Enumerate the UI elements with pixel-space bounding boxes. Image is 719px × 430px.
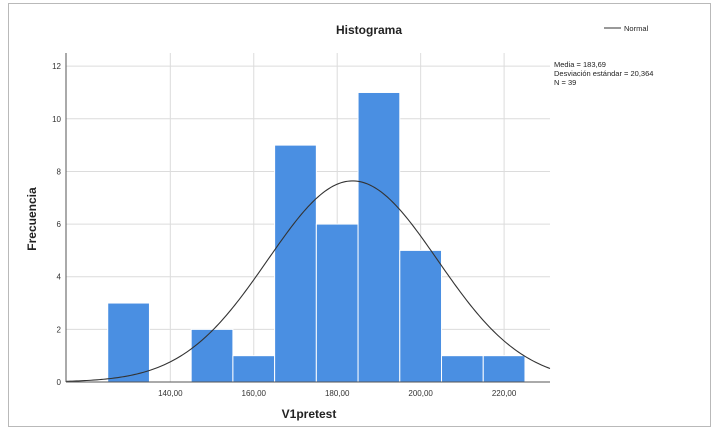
- x-tick-label: 180,00: [325, 389, 350, 398]
- histogram-bar: [107, 302, 150, 383]
- stat-n: N = 39: [554, 78, 576, 87]
- x-axis-label: V1pretest: [282, 407, 337, 421]
- histogram-bar: [274, 144, 317, 383]
- stat-mean: Media = 183,69: [554, 60, 606, 69]
- stat-sd: Desviación estándar = 20,364: [554, 69, 653, 78]
- chart-title: Histograma: [336, 23, 402, 37]
- histogram-bar: [399, 249, 443, 383]
- histogram-bar: [482, 355, 526, 383]
- y-tick-label: 6: [57, 220, 62, 229]
- chart-frame: 0 2 4 6 8 10 12 140,00 160,00 180,00 200,00 220,00 …: [8, 3, 711, 427]
- stats-box: Media = 183,69 Desviación estándar = 20,…: [554, 60, 653, 87]
- x-tick-label: 220,00: [492, 389, 517, 398]
- x-tick-label: 140,00: [158, 389, 183, 398]
- histogram-bar: [232, 355, 276, 383]
- x-tick-label: 200,00: [408, 389, 433, 398]
- tick-labels: 0 2 4 6 8 10 12 140,00 160,00 180,00 200,00 220,00: [52, 62, 517, 398]
- legend: Normal: [604, 24, 649, 33]
- y-tick-label: 8: [57, 167, 62, 176]
- histogram-bar: [315, 223, 359, 383]
- normal-curve: [65, 180, 551, 382]
- x-tick-label: 160,00: [242, 389, 267, 398]
- histogram-bar: [357, 91, 401, 383]
- histogram-bar: [441, 355, 484, 383]
- histogram-bar: [190, 328, 234, 383]
- bars: [107, 91, 526, 383]
- y-tick-label: 2: [57, 325, 62, 334]
- axes: [65, 53, 550, 383]
- y-tick-label: 10: [52, 115, 61, 124]
- y-axis-label: Frecuencia: [25, 187, 39, 251]
- y-tick-label: 4: [57, 273, 62, 282]
- y-tick-label: 12: [52, 62, 61, 71]
- y-tick-label: 0: [57, 378, 62, 387]
- legend-label: Normal: [624, 24, 649, 33]
